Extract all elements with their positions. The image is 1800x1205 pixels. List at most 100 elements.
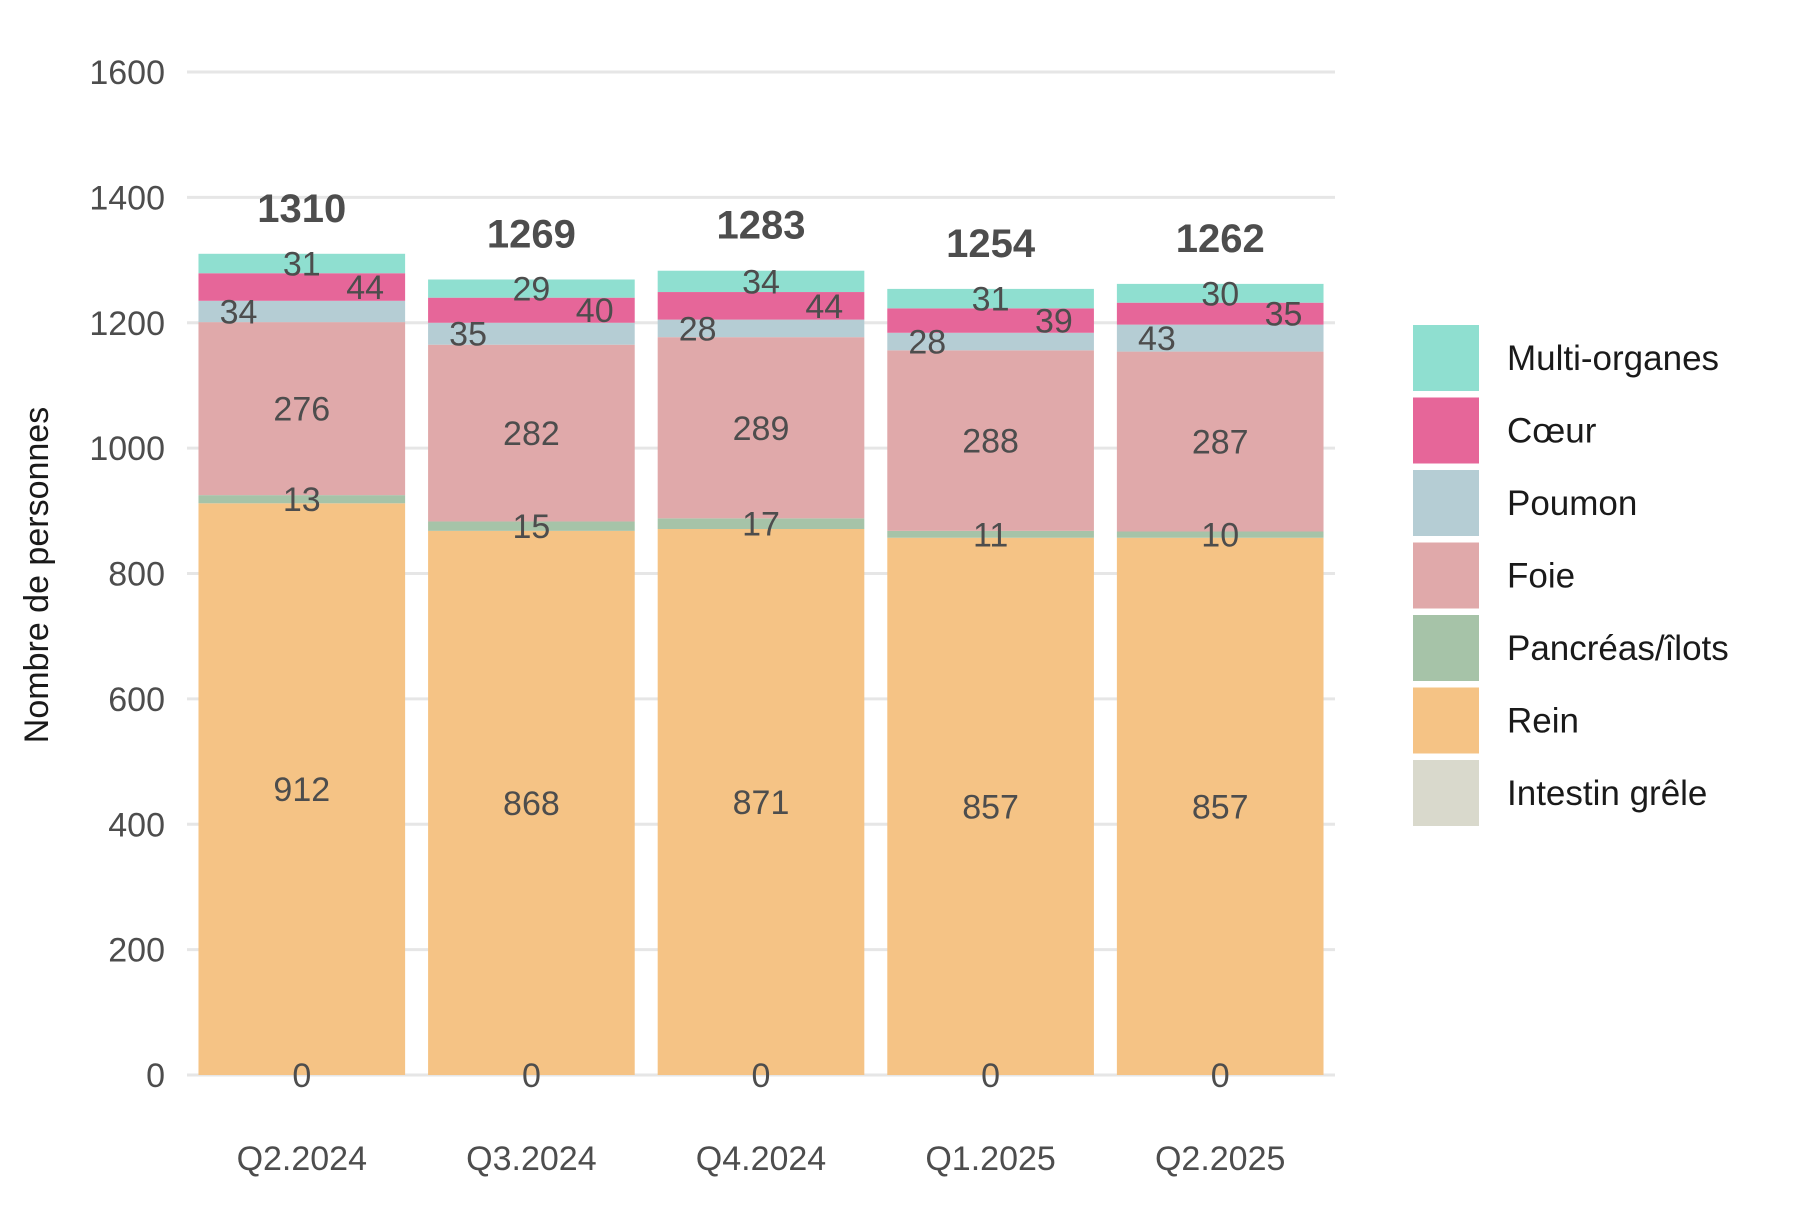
bar-segment [1116, 302, 1324, 325]
segment-value-label: 912 [273, 771, 330, 809]
segment-value-label: 871 [733, 784, 790, 822]
segment-value-label: 857 [1192, 788, 1249, 826]
bar-segment [887, 308, 1094, 333]
legend-key [1413, 615, 1479, 681]
y-tick-label: 600 [108, 681, 165, 719]
y-tick-label: 400 [108, 806, 165, 844]
segment-value-label: 857 [962, 788, 1019, 826]
bar-segment [428, 521, 635, 531]
bar-segment [428, 344, 635, 522]
segment-value-label: 10 [1201, 517, 1239, 555]
bar-segment [657, 319, 865, 338]
bar-segment [198, 503, 406, 1075]
legend-key [1413, 470, 1479, 536]
x-tick-label: Q3.2024 [466, 1140, 596, 1178]
segment-value-label: 276 [273, 391, 330, 429]
bar-segment [428, 279, 635, 298]
bar-segment [657, 518, 865, 529]
segment-value-label: 34 [742, 263, 780, 301]
segment-value-label: 11 [973, 516, 1008, 554]
bar-segment [1116, 537, 1324, 1075]
bar-segment [198, 253, 406, 274]
bar-segment [657, 528, 865, 1075]
segment-value-label: 0 [752, 1057, 771, 1095]
y-tick-label: 200 [108, 932, 165, 970]
segment-value-label: 0 [522, 1057, 541, 1095]
legend-label: Foie [1507, 557, 1575, 596]
segment-value-label: 44 [805, 288, 843, 326]
legend-label: Intestin grêle [1507, 774, 1707, 813]
segment-value-label: 287 [1192, 424, 1249, 462]
y-axis-title: Nombre de personnes [18, 407, 56, 743]
y-tick-label: 800 [108, 556, 165, 594]
segment-value-label: 31 [283, 246, 321, 284]
segment-value-label: 0 [1211, 1057, 1230, 1095]
segment-value-label: 15 [512, 508, 550, 546]
legend-key [1413, 325, 1479, 391]
bar-segment [887, 332, 1094, 351]
segment-value-label: 868 [503, 785, 560, 823]
legend-label: Multi-organes [1507, 339, 1719, 378]
y-tick-label: 0 [146, 1057, 165, 1095]
legend-label: Cœur [1507, 412, 1597, 451]
bar-segment [1116, 531, 1324, 538]
bar-total-label: 1254 [946, 222, 1036, 266]
bar-segment [428, 322, 635, 345]
segment-value-label: 35 [449, 316, 487, 354]
segment-value-label: 13 [283, 481, 321, 519]
bar-segment [887, 537, 1094, 1075]
legend: Multi-organes Cœur Poumon Foie Pancréas/îlot… [1413, 325, 1729, 826]
segment-value-label: 35 [1265, 296, 1303, 334]
segment-value-label: 43 [1138, 320, 1176, 358]
bar-segment [428, 530, 635, 1075]
bar-segment [198, 495, 406, 504]
bar-total-label: 1269 [487, 212, 576, 256]
bar-segment [198, 273, 406, 301]
axes: Nombre de personnes 02004006008001000120… [18, 54, 1285, 1178]
legend-key [1413, 542, 1479, 609]
bar-segment [887, 350, 1094, 531]
bar-total-label: 1283 [717, 204, 806, 248]
bar-segment [657, 270, 865, 293]
legend-key [1413, 397, 1479, 464]
bar-segment [657, 292, 865, 320]
legend-key [1413, 760, 1479, 826]
bar-total-label: 1262 [1176, 217, 1265, 261]
bar-segment [657, 337, 865, 519]
y-tick-label: 1600 [89, 54, 165, 92]
x-tick-label: Q4.2024 [696, 1140, 826, 1178]
bar-segment [428, 297, 635, 323]
segment-value-label: 29 [512, 271, 550, 309]
bar-segment [1116, 324, 1324, 352]
bar-segment [198, 300, 406, 323]
segment-value-label: 28 [679, 310, 717, 348]
segment-value-label: 282 [503, 415, 560, 453]
bar-segment [198, 322, 406, 496]
bar-segment [887, 530, 1094, 538]
legend-key [1413, 687, 1479, 754]
segment-value-label: 34 [220, 293, 258, 331]
segment-value-label: 31 [972, 281, 1010, 319]
y-tick-label: 1000 [89, 430, 165, 468]
bars [198, 253, 1324, 1075]
bar-segment [1116, 351, 1324, 532]
x-tick-label: Q2.2024 [237, 1140, 367, 1178]
y-tick-label: 1200 [89, 305, 165, 343]
bar-total-label: 1310 [257, 187, 346, 231]
segment-value-label: 28 [908, 324, 946, 362]
segment-value-label: 30 [1201, 275, 1239, 313]
bar-segment [1116, 283, 1324, 303]
x-tick-label: Q2.2025 [1155, 1140, 1285, 1178]
segment-value-label: 40 [576, 292, 614, 330]
segment-value-label: 0 [292, 1057, 311, 1095]
x-tick-label: Q1.2025 [925, 1140, 1055, 1178]
legend-label: Pancréas/îlots [1507, 629, 1729, 668]
legend-label: Poumon [1507, 484, 1637, 523]
segment-value-label: 0 [981, 1057, 1000, 1095]
segment-value-label: 288 [962, 423, 1019, 461]
bar-segment [887, 288, 1094, 309]
segment-value-label: 44 [346, 269, 384, 307]
segment-value-label: 39 [1035, 303, 1073, 341]
